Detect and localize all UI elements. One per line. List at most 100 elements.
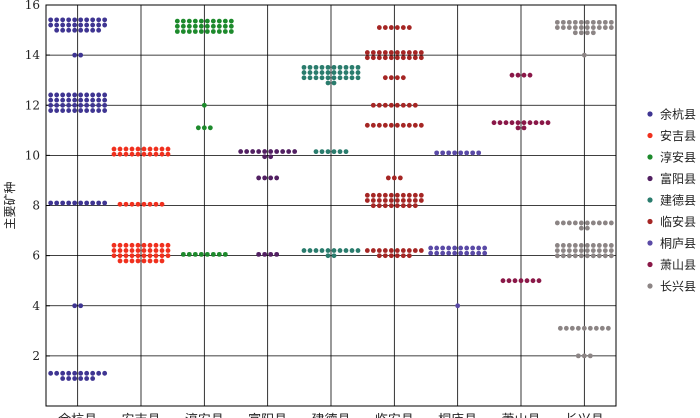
data-point <box>135 242 141 248</box>
data-point <box>210 23 216 29</box>
data-point <box>192 23 198 29</box>
data-point <box>147 151 153 157</box>
data-point <box>400 50 406 55</box>
data-point <box>400 203 406 209</box>
data-point <box>590 248 596 254</box>
data-point <box>153 146 159 152</box>
data-point <box>96 92 102 98</box>
data-point <box>90 376 96 381</box>
data-point <box>262 149 268 154</box>
data-point <box>78 303 84 309</box>
data-point <box>400 75 406 81</box>
data-point <box>428 250 434 256</box>
data-point <box>376 253 382 259</box>
data-point <box>153 151 159 157</box>
data-point <box>349 75 355 81</box>
legend-marker <box>647 111 653 117</box>
data-point <box>578 30 584 36</box>
data-point <box>331 149 337 155</box>
data-point <box>228 29 234 34</box>
data-point <box>406 248 412 253</box>
data-point <box>349 64 355 70</box>
data-point <box>54 200 60 206</box>
data-point <box>66 376 72 381</box>
data-point <box>388 102 394 108</box>
data-point <box>153 242 159 248</box>
data-point <box>207 125 213 131</box>
data-point <box>406 203 412 209</box>
data-point <box>102 97 108 103</box>
data-point <box>394 102 400 108</box>
data-point <box>186 29 192 34</box>
data-point <box>337 248 343 253</box>
data-point <box>578 243 584 248</box>
y-tick-label: 8 <box>32 199 40 213</box>
data-point <box>382 248 388 253</box>
data-point <box>216 23 222 29</box>
data-point <box>388 122 394 128</box>
data-point <box>96 108 102 113</box>
data-point <box>584 243 590 248</box>
data-point <box>250 149 256 154</box>
data-point <box>590 243 596 248</box>
data-point <box>201 102 207 108</box>
data-point <box>584 25 590 30</box>
data-point <box>135 151 141 157</box>
data-point <box>102 108 108 113</box>
data-point <box>117 151 123 157</box>
legend-marker <box>647 154 653 160</box>
data-point <box>572 30 578 36</box>
data-point <box>78 52 84 58</box>
data-point <box>590 220 596 226</box>
x-tick-label: 淳安县 <box>185 412 224 418</box>
data-point <box>500 278 506 284</box>
data-point <box>584 19 590 25</box>
data-point <box>210 18 216 24</box>
data-point <box>210 29 216 34</box>
x-tick-label: 长兴县 <box>565 413 604 418</box>
data-point <box>584 253 590 259</box>
data-point <box>560 220 566 226</box>
data-point <box>602 243 608 248</box>
data-point <box>84 102 90 108</box>
legend-label: 安吉县 <box>660 128 696 143</box>
data-point <box>355 64 361 70</box>
data-point <box>117 253 123 259</box>
data-point <box>440 150 446 156</box>
data-point <box>165 248 171 253</box>
data-point <box>343 64 349 70</box>
data-point <box>412 102 418 108</box>
data-point <box>572 19 578 25</box>
data-point <box>129 151 135 157</box>
data-point <box>72 52 78 58</box>
data-point <box>406 102 412 108</box>
data-point <box>319 149 325 155</box>
legend-marker <box>647 197 653 203</box>
data-point <box>382 50 388 55</box>
data-point <box>382 192 388 198</box>
data-point <box>102 102 108 108</box>
data-point <box>48 97 54 103</box>
y-tick-label: 12 <box>25 98 40 112</box>
data-point <box>319 64 325 70</box>
data-point <box>72 370 78 376</box>
data-point <box>268 154 274 160</box>
data-point <box>521 125 527 131</box>
data-point <box>84 17 90 23</box>
data-point <box>412 122 418 128</box>
data-point <box>599 325 605 331</box>
data-point <box>54 17 60 23</box>
data-point <box>458 245 464 251</box>
data-point <box>587 325 593 331</box>
data-point <box>313 248 319 253</box>
data-point <box>554 243 560 248</box>
data-point <box>90 92 96 98</box>
data-point <box>301 248 307 253</box>
data-point <box>165 242 171 248</box>
data-point <box>418 55 424 61</box>
data-point <box>292 149 298 154</box>
data-point <box>512 278 518 284</box>
y-tick-label: 14 <box>25 48 41 62</box>
data-point <box>216 251 222 257</box>
data-point <box>216 18 222 24</box>
